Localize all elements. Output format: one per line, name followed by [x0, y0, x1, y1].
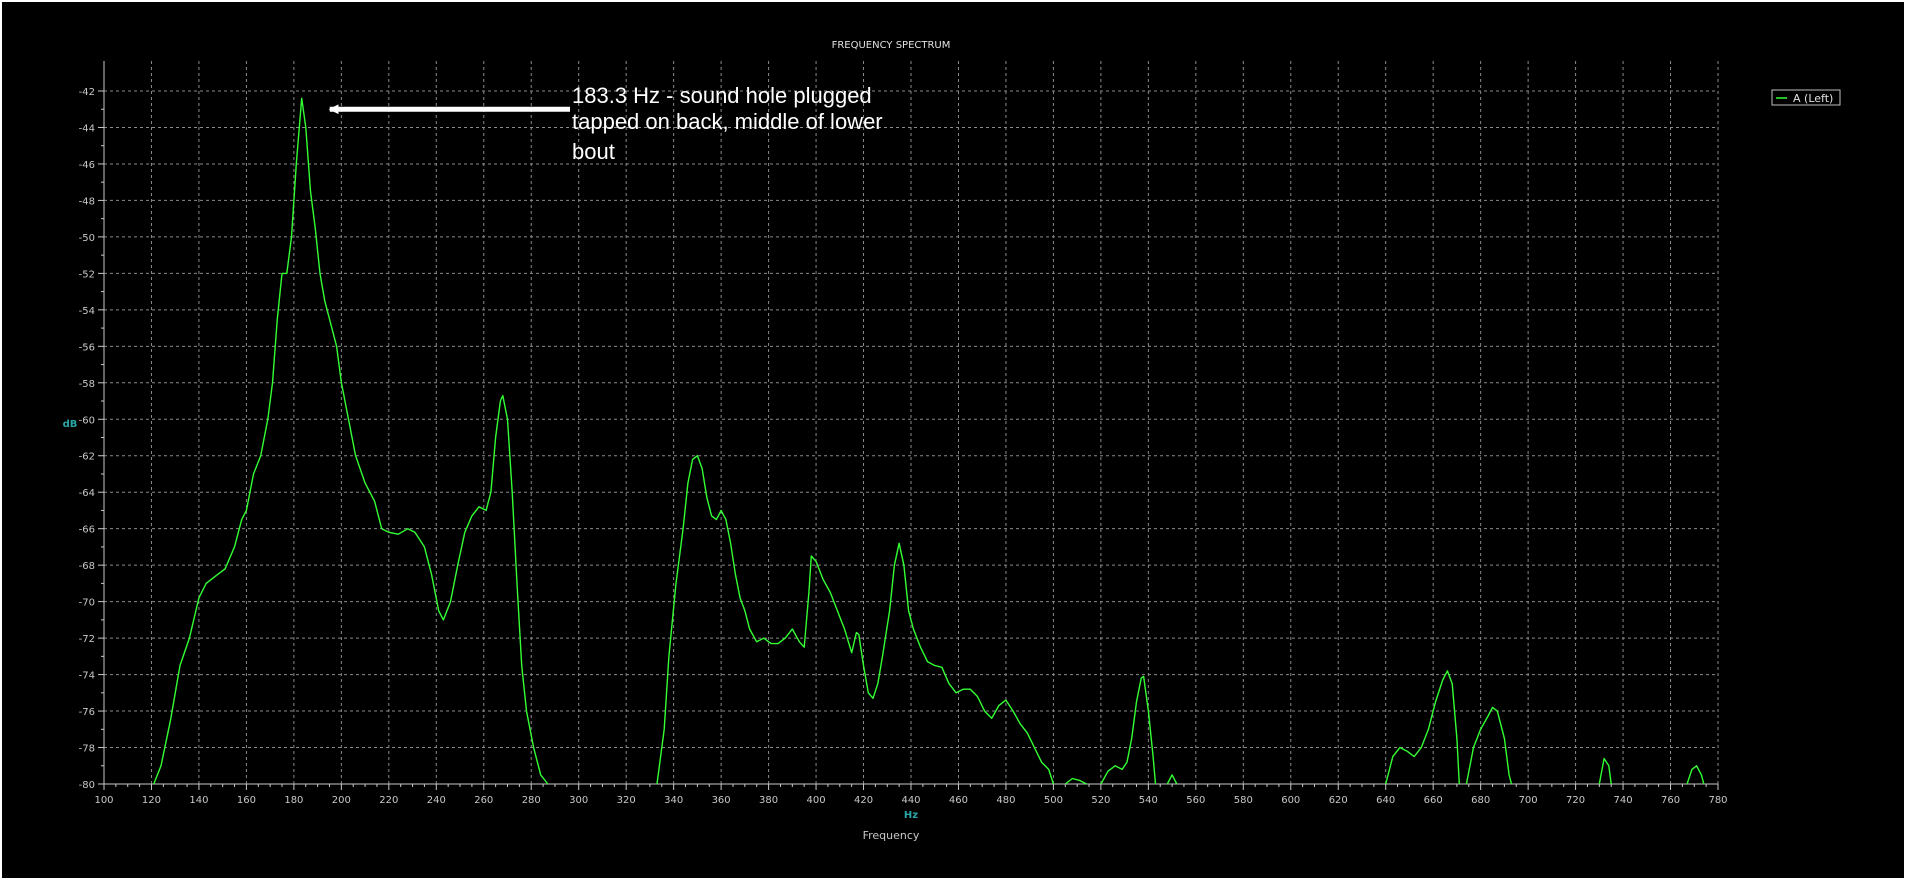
x-tick-label: 180 [284, 795, 303, 806]
y-tick-label: -76 [79, 707, 95, 718]
x-tick-label: 120 [142, 795, 161, 806]
x-tick-label: 560 [1186, 795, 1205, 806]
x-tick-label: 760 [1661, 795, 1680, 806]
x-tick-label: 500 [1044, 795, 1063, 806]
annotation-line-3: bout [572, 139, 615, 164]
x-tick-label: 660 [1424, 795, 1443, 806]
x-tick-label: 740 [1614, 795, 1633, 806]
x-tick-label: 300 [569, 795, 588, 806]
x-tick-label: 400 [807, 795, 826, 806]
x-tick-label: 260 [474, 795, 493, 806]
grid-lines [103, 61, 1719, 785]
annotation-line-2: tapped on back, middle of lower [572, 109, 883, 134]
y-tick-label: -74 [79, 671, 95, 682]
y-tick-label: -54 [79, 306, 95, 317]
x-tick-label: 160 [237, 795, 256, 806]
legend[interactable]: A (Left) [1771, 89, 1841, 106]
y-tick-label: -58 [79, 379, 95, 390]
y-tick-label: -70 [79, 598, 95, 609]
x-tick-label: 520 [1091, 795, 1110, 806]
series-line-segment [1598, 757, 1612, 785]
series-line-segment [1385, 670, 1460, 785]
x-tick-label: 700 [1519, 795, 1538, 806]
y-axis-label: dB [63, 419, 78, 430]
x-tick-label: 580 [1234, 795, 1253, 806]
y-tick-label: -68 [79, 561, 95, 572]
x-tick-label: 440 [901, 795, 920, 806]
x-tick-label: 620 [1329, 795, 1348, 806]
y-tick-label: -44 [79, 123, 95, 134]
y-tick-label: -48 [79, 196, 95, 207]
y-tick-label: -42 [79, 87, 95, 98]
series-a-left [153, 97, 1705, 785]
x-tick-label: 380 [759, 795, 778, 806]
y-tick-label: -46 [79, 160, 95, 171]
x-tick-label: 780 [1708, 795, 1727, 806]
x-tick-label: 420 [854, 795, 873, 806]
legend-entry-label: A (Left) [1793, 92, 1833, 105]
x-tick-label: 460 [949, 795, 968, 806]
x-tick-label: 220 [379, 795, 398, 806]
x-tick-label: 240 [427, 795, 446, 806]
x-axis-ticks: 100 120 140 160 180 200 220 240 260 280 300 320 340 3… [94, 784, 1728, 806]
x-tick-label: 540 [1139, 795, 1158, 806]
y-tick-label: -64 [79, 488, 95, 499]
series-line-segment [1064, 777, 1087, 785]
series-line-segment [153, 97, 549, 785]
x-tick-label: 320 [617, 795, 636, 806]
peak-annotation: 183.3 Hz - sound hole plugged tapped on … [328, 83, 883, 164]
x-tick-label: 480 [996, 795, 1015, 806]
y-tick-label: -50 [79, 233, 95, 244]
annotation-line-1: 183.3 Hz - sound hole plugged [572, 83, 872, 108]
series-line-segment [656, 455, 1055, 785]
legend-box [1771, 89, 1841, 106]
series-line-segment [1100, 675, 1157, 785]
series-line-segment [1465, 706, 1513, 785]
x-tick-label: 280 [522, 795, 541, 806]
y-tick-label: -56 [79, 342, 95, 353]
x-tick-label: 100 [94, 795, 113, 806]
x-tick-label: 680 [1471, 795, 1490, 806]
x-tick-label: 600 [1281, 795, 1300, 806]
y-tick-label: -66 [79, 525, 95, 536]
x-tick-label: 140 [189, 795, 208, 806]
y-axis-ticks: -42 -44 -46 -48 -50 -52 -54 -56 -58 -60 -62 -64 -66 -… [79, 87, 104, 791]
series-line-segment [1686, 765, 1705, 785]
series-line-segment [1166, 774, 1178, 785]
y-tick-label: -80 [79, 780, 95, 791]
y-tick-label: -52 [79, 269, 95, 280]
x-tick-label: 360 [712, 795, 731, 806]
chart-title: FREQUENCY SPECTRUM [832, 40, 951, 51]
y-tick-label: -72 [79, 634, 95, 645]
y-tick-label: -62 [79, 452, 95, 463]
x-axis-unit: Hz [904, 810, 918, 821]
x-tick-label: 640 [1376, 795, 1395, 806]
x-tick-label: 200 [332, 795, 351, 806]
x-tick-label: 720 [1566, 795, 1585, 806]
y-tick-label: -60 [79, 415, 95, 426]
x-tick-label: 340 [664, 795, 683, 806]
x-axis-title: Frequency [863, 829, 920, 842]
y-tick-label: -78 [79, 744, 95, 755]
